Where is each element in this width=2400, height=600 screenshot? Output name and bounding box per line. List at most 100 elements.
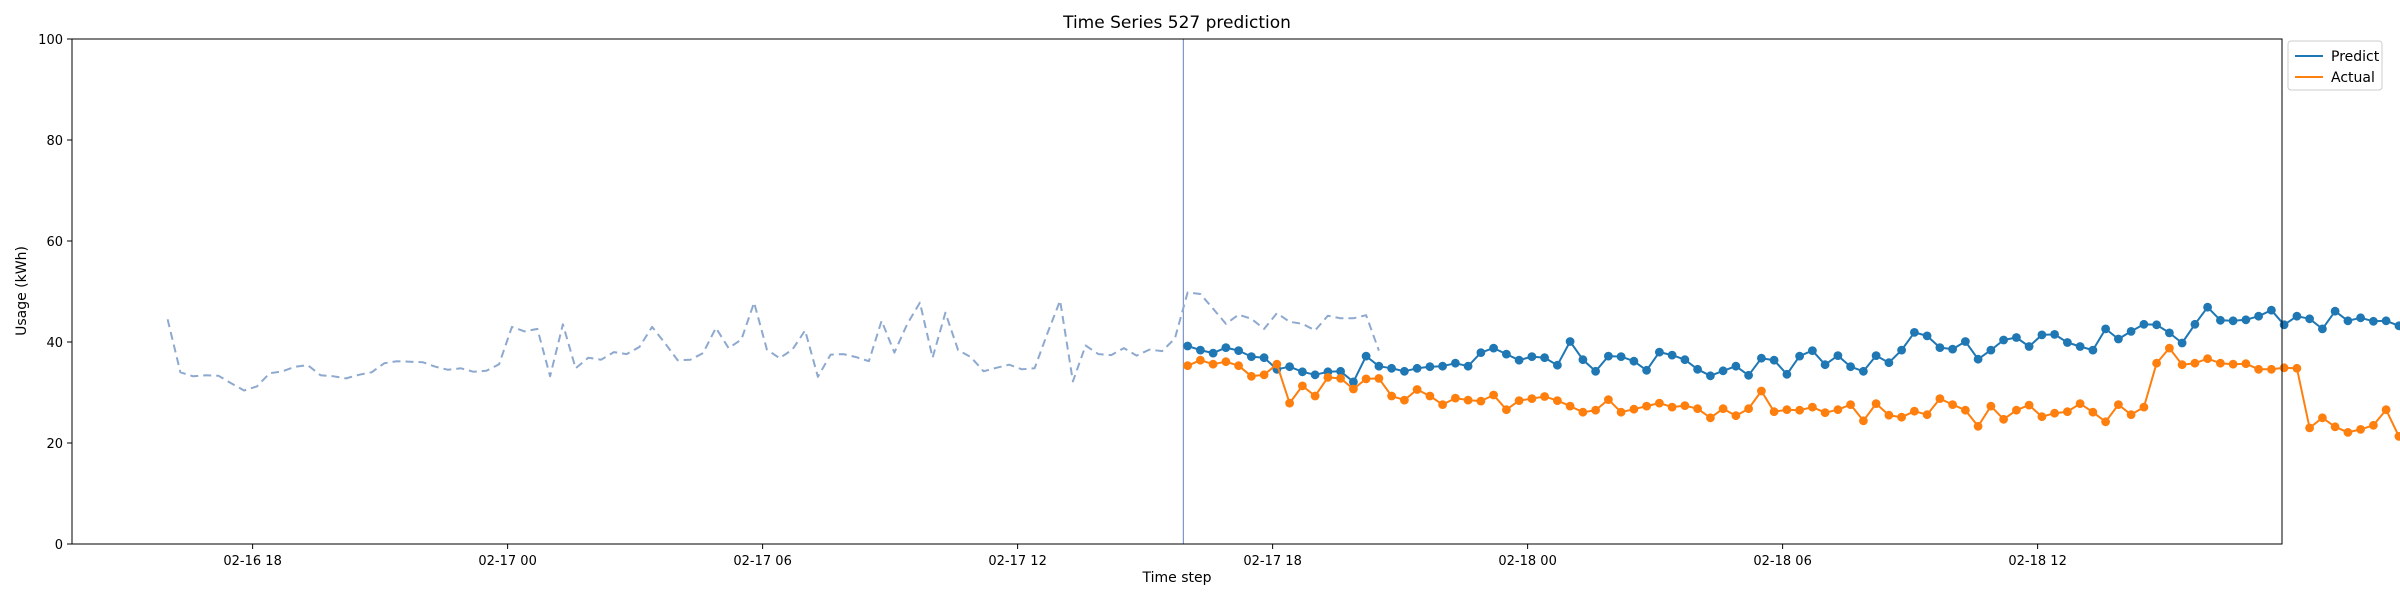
actual-point	[1999, 414, 2008, 424]
predict-point	[1922, 331, 1932, 341]
actual-point	[2075, 399, 2085, 408]
predict-point	[1859, 366, 1868, 376]
predict-point	[1948, 344, 1957, 354]
actual-point	[1247, 371, 1256, 381]
predict-point	[2024, 342, 2034, 351]
actual-point	[1196, 355, 1205, 365]
predict-point	[1718, 366, 1728, 376]
actual-point	[1183, 361, 1192, 371]
actual-point	[1553, 396, 1562, 405]
actual-point	[1757, 386, 1766, 396]
predict-point	[1591, 366, 1600, 376]
plot-frame	[71, 38, 2283, 545]
actual-point	[1782, 405, 1792, 415]
actual-point	[1744, 404, 1753, 414]
predict-point	[1897, 345, 1906, 355]
actual-point	[1655, 398, 1664, 408]
actual-point	[1221, 357, 1231, 367]
actual-point	[1935, 394, 1945, 403]
x-axis-label: Time step	[1142, 570, 1212, 586]
actual-point	[2241, 359, 2251, 369]
actual-point	[1948, 400, 1957, 409]
predict-point	[1438, 361, 1447, 371]
legend-label-actual: Actual	[2331, 70, 2375, 86]
predict-point	[2088, 345, 2098, 355]
predict-point	[1540, 353, 1549, 363]
actual-point	[1438, 400, 1447, 409]
predict-point	[1387, 363, 1396, 373]
actual-point	[2267, 364, 2276, 374]
predict-point	[2343, 316, 2353, 326]
predict-point	[1400, 366, 1409, 376]
actual-point	[1310, 391, 1320, 401]
predict-point	[1999, 335, 2008, 345]
actual-point	[1374, 374, 1384, 383]
predict-point	[1744, 370, 1753, 380]
predict-point	[1565, 337, 1575, 346]
actual-point	[1208, 359, 1218, 369]
actual-point	[1642, 401, 1651, 411]
actual-point	[2063, 407, 2072, 417]
predict-point	[2190, 319, 2200, 329]
actual-point	[1910, 406, 1919, 416]
predict-point	[2356, 313, 2366, 323]
actual-point	[1234, 361, 1243, 371]
predict-point	[2101, 324, 2111, 334]
actual-point	[1361, 374, 1371, 384]
actual-point	[1616, 407, 1626, 417]
predict-point	[1706, 371, 1715, 381]
actual-point	[1808, 402, 1817, 412]
predict-point	[1285, 362, 1294, 372]
predict-point	[2330, 306, 2340, 316]
predict-point	[1463, 361, 1473, 371]
predict-point	[1604, 351, 1613, 361]
predict-point	[1629, 356, 1639, 366]
predict-point	[1642, 365, 1651, 375]
actual-point	[1272, 359, 1282, 369]
predict-point	[2279, 320, 2289, 330]
predict-point	[1871, 351, 1881, 360]
predict-point	[1476, 348, 1486, 357]
predict-point	[1769, 355, 1779, 365]
predict-point	[1514, 355, 1524, 365]
actual-point	[2114, 400, 2123, 409]
actual-point	[1514, 396, 1524, 405]
predict-point	[1961, 337, 1970, 346]
actual-point	[1451, 393, 1460, 403]
actual-point	[2369, 420, 2378, 430]
predict-point	[2139, 319, 2149, 329]
y-tick-label: 0	[55, 538, 63, 553]
actual-point	[1769, 407, 1779, 417]
actual-point	[2190, 358, 2200, 368]
actual-point	[1973, 421, 1983, 431]
predict-point	[2126, 327, 2136, 336]
actual-point	[2216, 358, 2225, 368]
actual-point	[1591, 405, 1600, 415]
x-tick-label: 02-17 18	[1243, 554, 1301, 569]
actual-point	[1323, 373, 1333, 382]
actual-point	[1502, 405, 1511, 415]
actual-point	[2203, 354, 2213, 364]
predict-point	[2075, 342, 2085, 351]
actual-point	[2050, 408, 2060, 418]
predict-point	[1196, 345, 1205, 355]
actual-point	[1425, 391, 1435, 401]
y-axis-label: Usage (kWh)	[14, 246, 30, 336]
actual-point	[1412, 385, 1422, 394]
actual-point	[2394, 432, 2400, 441]
predict-point	[1795, 351, 1804, 361]
predict-point	[1221, 343, 1231, 352]
predict-point	[1361, 351, 1371, 361]
predict-point	[1527, 352, 1537, 361]
predict-point	[1986, 345, 1996, 355]
actual-point	[1527, 394, 1537, 403]
actual-point	[1680, 401, 1690, 410]
x-tick-label: 02-18 00	[1498, 554, 1556, 569]
actual-point	[1298, 381, 1307, 391]
predict-point	[1693, 364, 1702, 374]
actual-point	[1731, 411, 1741, 421]
actual-point	[1693, 404, 1702, 414]
predict-point	[1183, 341, 1192, 351]
actual-point	[1463, 395, 1473, 405]
